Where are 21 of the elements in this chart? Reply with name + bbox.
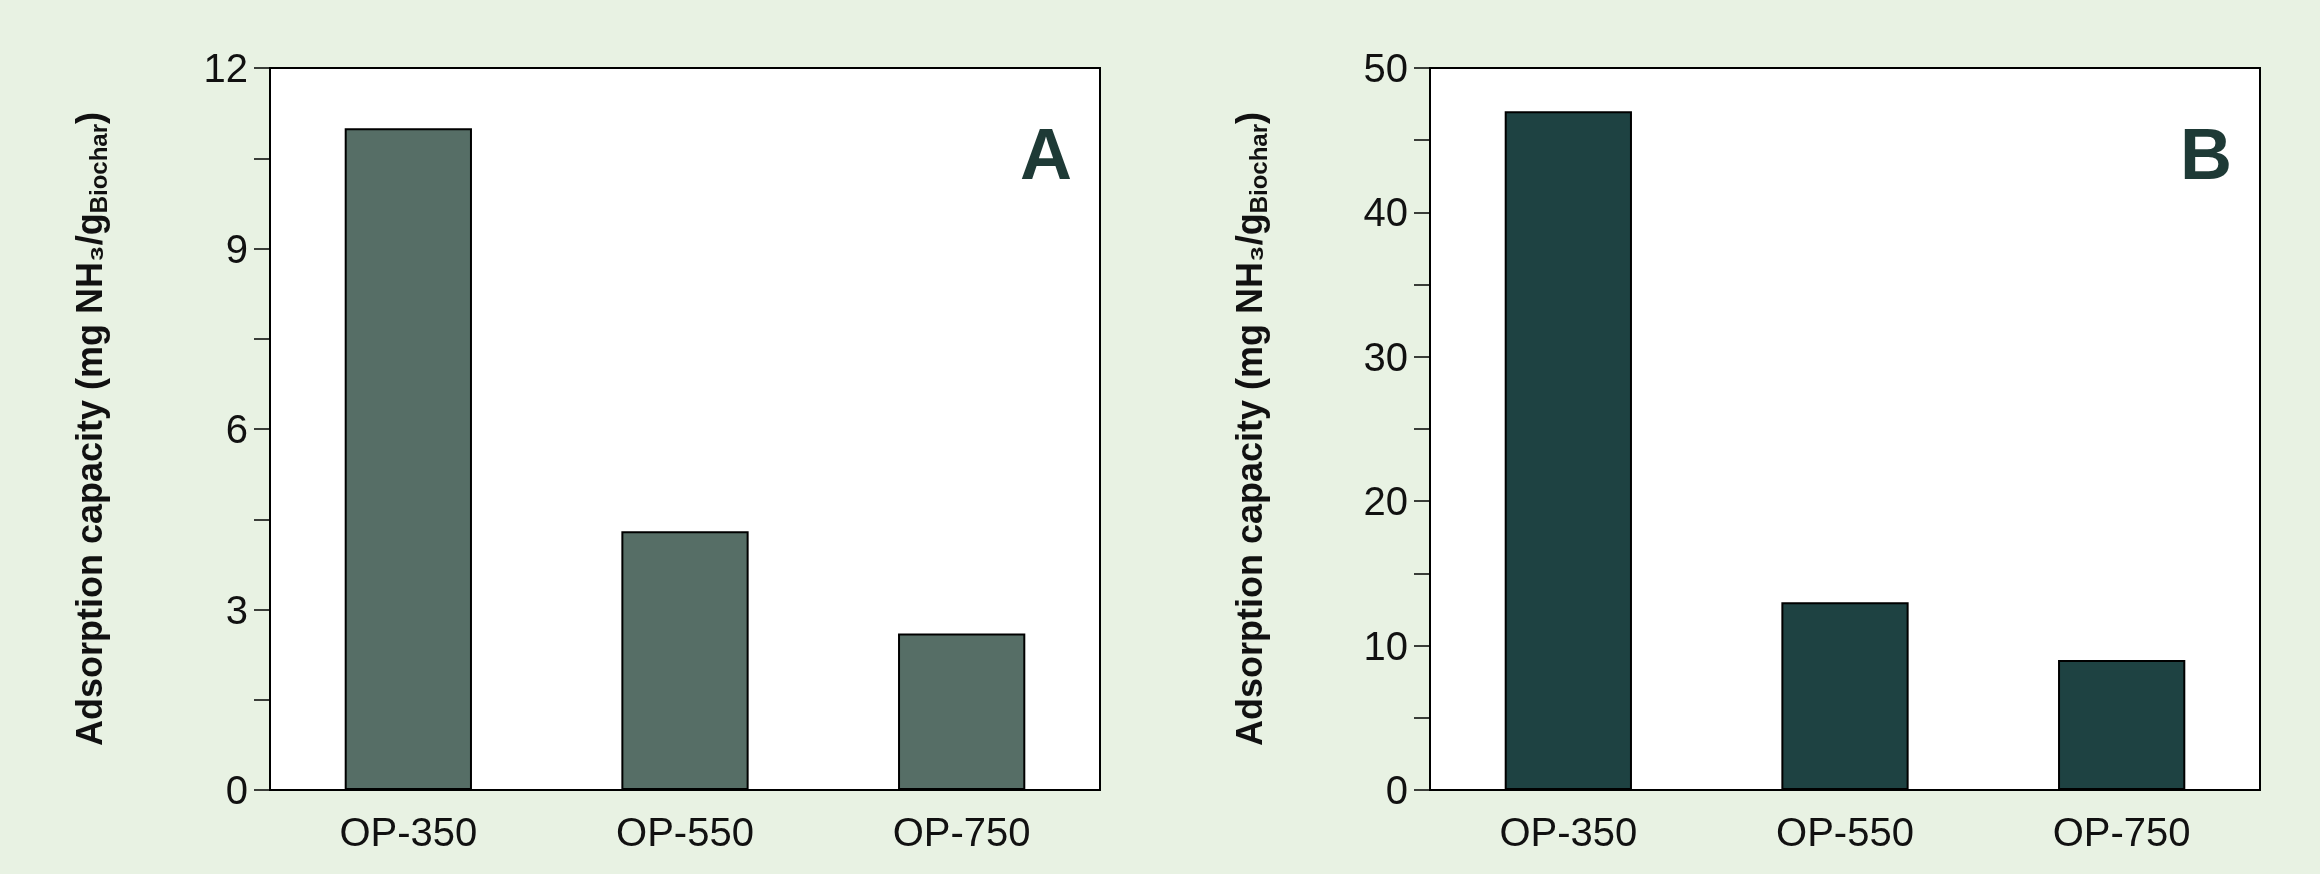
y-tick-label: 12 xyxy=(203,46,248,90)
x-tick-label: OP-750 xyxy=(2052,810,2191,854)
y-tick-label: 6 xyxy=(225,407,248,451)
y-tick-label: 30 xyxy=(1363,334,1408,379)
x-tick-label: OP-550 xyxy=(1776,810,1914,854)
x-tick-label: OP-750 xyxy=(892,810,1031,854)
x-tick-label: OP-350 xyxy=(339,810,478,854)
x-tick-label: OP-350 xyxy=(1499,810,1638,854)
y-tick-label: 50 xyxy=(1363,46,1408,90)
y-tick-label: 40 xyxy=(1363,190,1408,235)
x-tick-label: OP-550 xyxy=(616,810,754,854)
y-tick-label: 10 xyxy=(1363,623,1408,668)
y-tick-label: 20 xyxy=(1363,479,1408,524)
y-axis-title: Adsorption capacity (mg NH₃/gBiochar) xyxy=(68,111,112,747)
y-tick-label: 9 xyxy=(225,226,248,271)
y-tick-label: 3 xyxy=(225,587,248,632)
annotation: A xyxy=(1020,114,1072,194)
y-axis-title: Adsorption capacity (mg NH₃/gBiochar) xyxy=(1228,111,1272,747)
annotation: B xyxy=(2180,114,2232,194)
y-tick-label: 0 xyxy=(225,768,248,812)
y-tick-label: 0 xyxy=(1385,768,1408,812)
